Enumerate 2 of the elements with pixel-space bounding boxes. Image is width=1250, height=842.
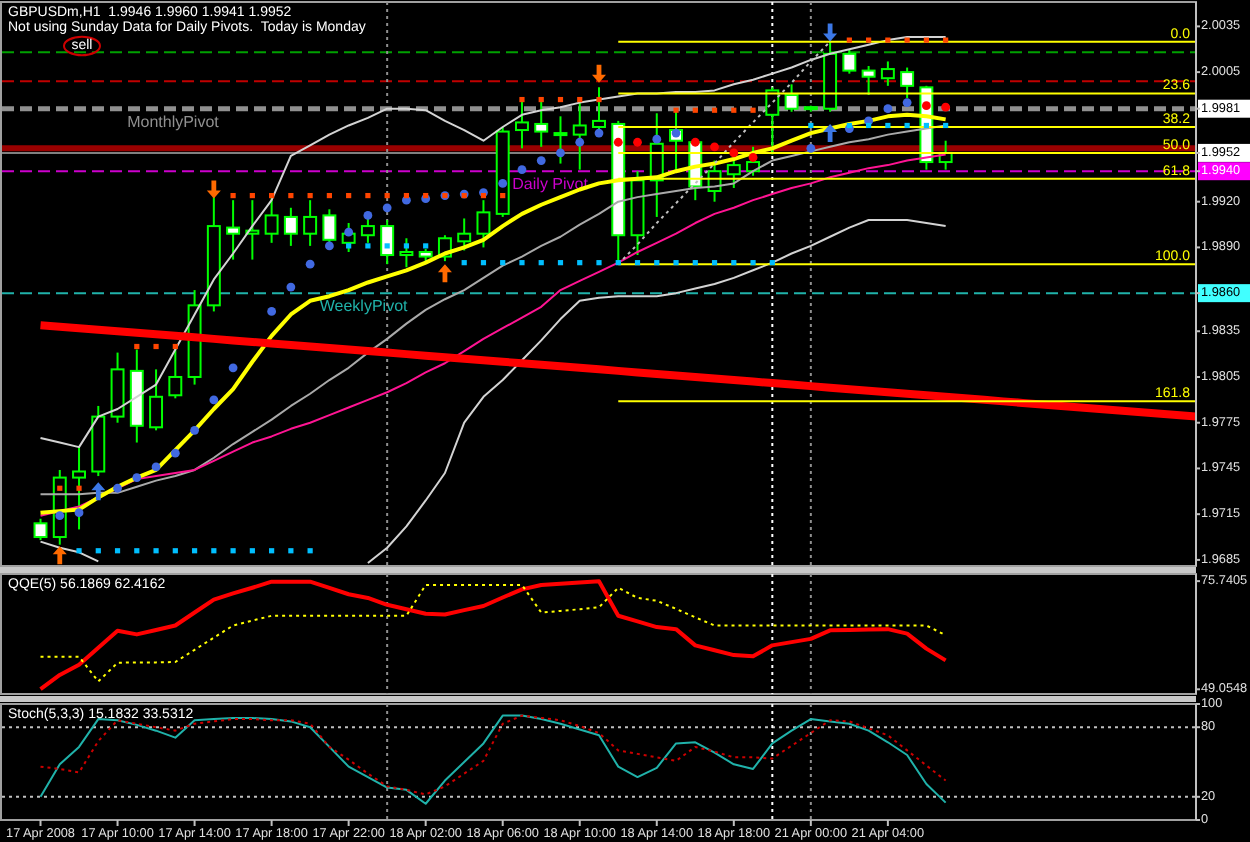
ref-line-label: MonthlyPivot — [127, 112, 221, 131]
ref-line-label: WeeklyPivot — [319, 297, 410, 316]
